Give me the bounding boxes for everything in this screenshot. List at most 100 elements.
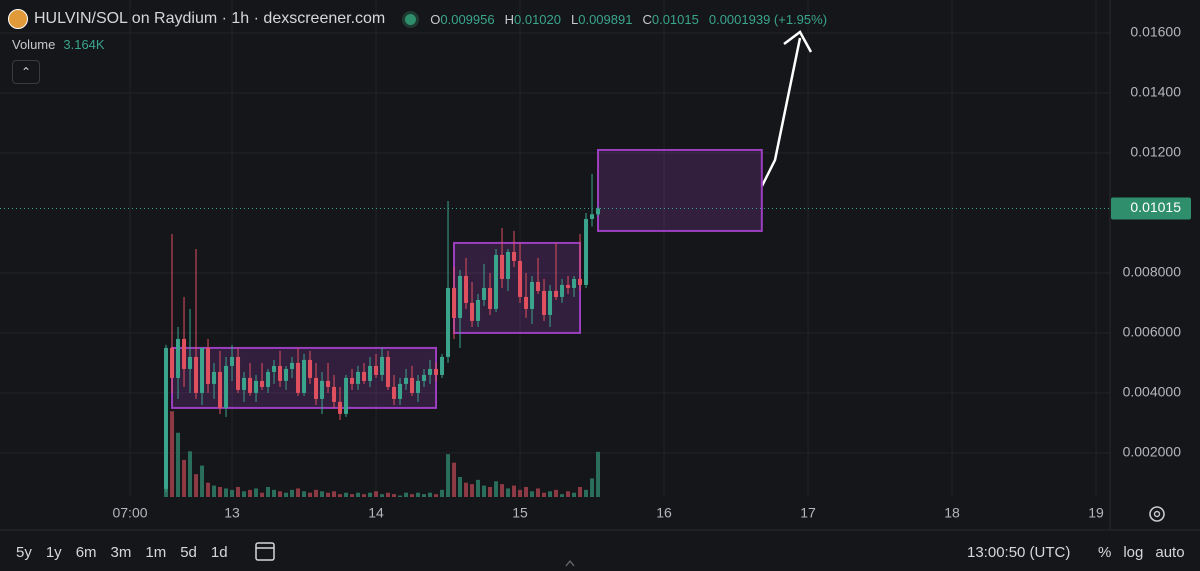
bottom-toolbar: 5y 1y 6m 3m 1m 5d 1d 13:00:50 (UTC) % log auto xyxy=(0,540,1200,566)
volume-legend: Volume 3.164K xyxy=(12,37,105,52)
volume-bar xyxy=(212,485,217,497)
volume-bar xyxy=(236,487,241,497)
candle-body xyxy=(398,383,403,399)
volume-bar xyxy=(548,491,553,497)
calendar-icon[interactable] xyxy=(255,542,275,561)
volume-bar xyxy=(380,494,385,497)
volume-bar xyxy=(242,491,247,497)
volume-bar xyxy=(440,489,445,497)
candle-body xyxy=(428,368,433,375)
volume-bar xyxy=(260,492,265,497)
x-tick-label: 18 xyxy=(944,505,960,521)
candle-body xyxy=(338,401,343,414)
volume-bar xyxy=(554,489,559,497)
last-price-label: 0.01015 xyxy=(1130,199,1181,215)
volume-bar xyxy=(362,494,367,497)
clock: 13:00:50 (UTC) xyxy=(967,544,1071,561)
candle-body xyxy=(194,356,199,393)
volume-bar xyxy=(230,489,235,497)
volume-bar xyxy=(248,489,253,497)
volume-bar xyxy=(584,489,589,497)
volume-bar xyxy=(194,474,199,497)
candle-body xyxy=(380,356,385,375)
period-button[interactable]: 1m xyxy=(145,544,167,561)
candle-body xyxy=(332,386,337,402)
period-button[interactable]: 1y xyxy=(45,544,62,561)
period-button[interactable]: 1d xyxy=(210,544,228,561)
candle-body xyxy=(344,377,349,414)
candle-body xyxy=(164,347,169,489)
collapse-button[interactable]: ⌃ xyxy=(12,60,40,84)
option-button[interactable]: auto xyxy=(1155,544,1185,561)
x-tick-label: 15 xyxy=(512,505,528,521)
volume-bar xyxy=(284,492,289,497)
candle-body xyxy=(590,214,595,219)
volume-bar xyxy=(386,492,391,497)
candle-body xyxy=(290,362,295,369)
ohlc-value: 0.009891 xyxy=(578,11,633,27)
volume-bar xyxy=(206,482,211,497)
volume-bar xyxy=(320,491,325,497)
candle-body xyxy=(500,254,505,279)
volume-bar xyxy=(344,492,349,497)
volume-bar xyxy=(188,451,193,497)
volume-bar xyxy=(512,485,517,497)
volume-bar xyxy=(356,492,361,497)
volume-bar xyxy=(422,494,427,497)
candle-body xyxy=(254,380,259,393)
range-box xyxy=(597,148,763,232)
header: HULVIN/SOL on Raydium · 1h · dexscreener… xyxy=(0,6,827,32)
candle-body xyxy=(362,371,367,381)
volume-bar xyxy=(200,465,205,497)
token-logo xyxy=(8,9,28,29)
y-tick-label: 0.01200 xyxy=(1130,144,1181,160)
period-button[interactable]: 5y xyxy=(16,544,32,561)
change: 0.0001939 (+1.95%) xyxy=(708,11,828,27)
period-button[interactable]: 3m xyxy=(110,544,132,561)
volume-bar xyxy=(446,454,451,497)
y-tick-label: 0.008000 xyxy=(1123,264,1182,280)
settings-icon[interactable] xyxy=(1149,506,1165,522)
period-button[interactable]: 6m xyxy=(75,544,97,561)
candle-body xyxy=(308,359,313,378)
volume-bar xyxy=(464,482,469,497)
x-tick-label: 19 xyxy=(1088,505,1104,521)
candle-body xyxy=(182,338,187,369)
candle-body xyxy=(368,365,373,381)
candle-body xyxy=(170,347,175,378)
candle-body xyxy=(374,365,379,375)
option-button[interactable]: % xyxy=(1098,544,1112,561)
last-price-tag xyxy=(1111,197,1191,220)
ohlc-value: 0.01015 xyxy=(651,11,699,27)
resize-handle[interactable] xyxy=(565,559,575,567)
volume-bar xyxy=(254,488,259,497)
volume-bar xyxy=(296,488,301,497)
volume-bar xyxy=(428,492,433,497)
ohlc-value: 0.009956 xyxy=(440,11,495,27)
x-tick-label: 16 xyxy=(656,505,672,521)
volume-bar xyxy=(392,494,397,497)
candle-body xyxy=(302,359,307,393)
candle-body xyxy=(410,377,415,393)
period-button[interactable]: 5d xyxy=(180,544,197,561)
volume-bar xyxy=(470,484,475,497)
candle-body xyxy=(536,281,541,291)
candle-body xyxy=(404,377,409,384)
candle-body xyxy=(284,368,289,381)
candle-body xyxy=(260,380,265,387)
volume-bar xyxy=(326,492,331,497)
candle-body xyxy=(422,374,427,381)
candle-body xyxy=(506,251,511,279)
candle-body xyxy=(392,386,397,399)
candle-body xyxy=(464,275,469,303)
volume-bar xyxy=(398,495,403,497)
volume-bar xyxy=(416,492,421,497)
candle-body xyxy=(236,356,241,390)
candle-body xyxy=(218,371,223,408)
volume-bar xyxy=(434,494,439,497)
volume-bar xyxy=(488,487,493,497)
volume-bar xyxy=(536,488,541,497)
candle-body xyxy=(272,365,277,372)
option-button[interactable]: log xyxy=(1123,544,1144,561)
